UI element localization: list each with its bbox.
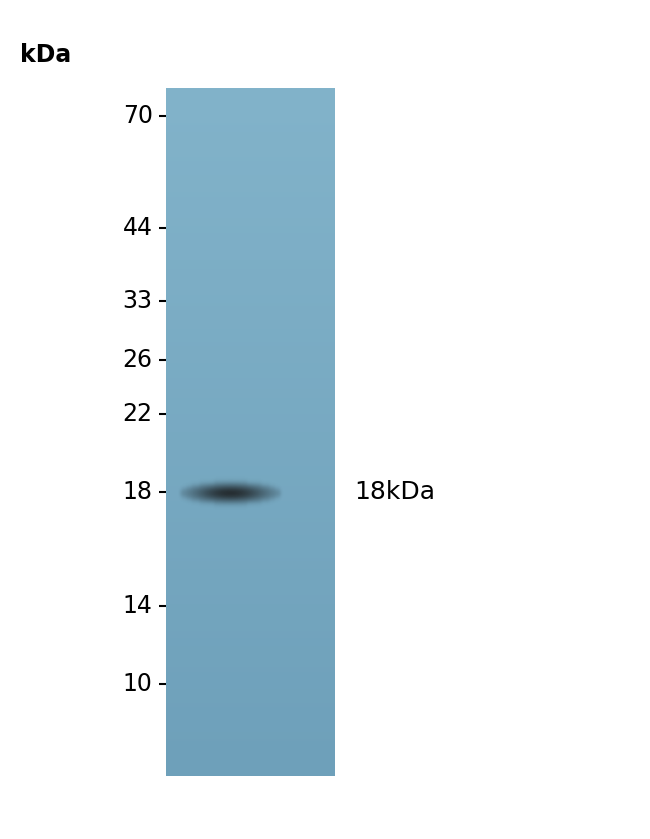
Text: kDa: kDa: [20, 43, 71, 66]
Text: 44: 44: [123, 216, 153, 240]
Text: 22: 22: [123, 403, 153, 426]
Text: 18: 18: [123, 481, 153, 504]
Text: 14: 14: [123, 594, 153, 618]
Text: 10: 10: [123, 672, 153, 696]
Text: 70: 70: [123, 104, 153, 128]
Text: 18kDa: 18kDa: [354, 481, 436, 504]
Text: 26: 26: [123, 348, 153, 372]
Text: 33: 33: [123, 289, 153, 313]
